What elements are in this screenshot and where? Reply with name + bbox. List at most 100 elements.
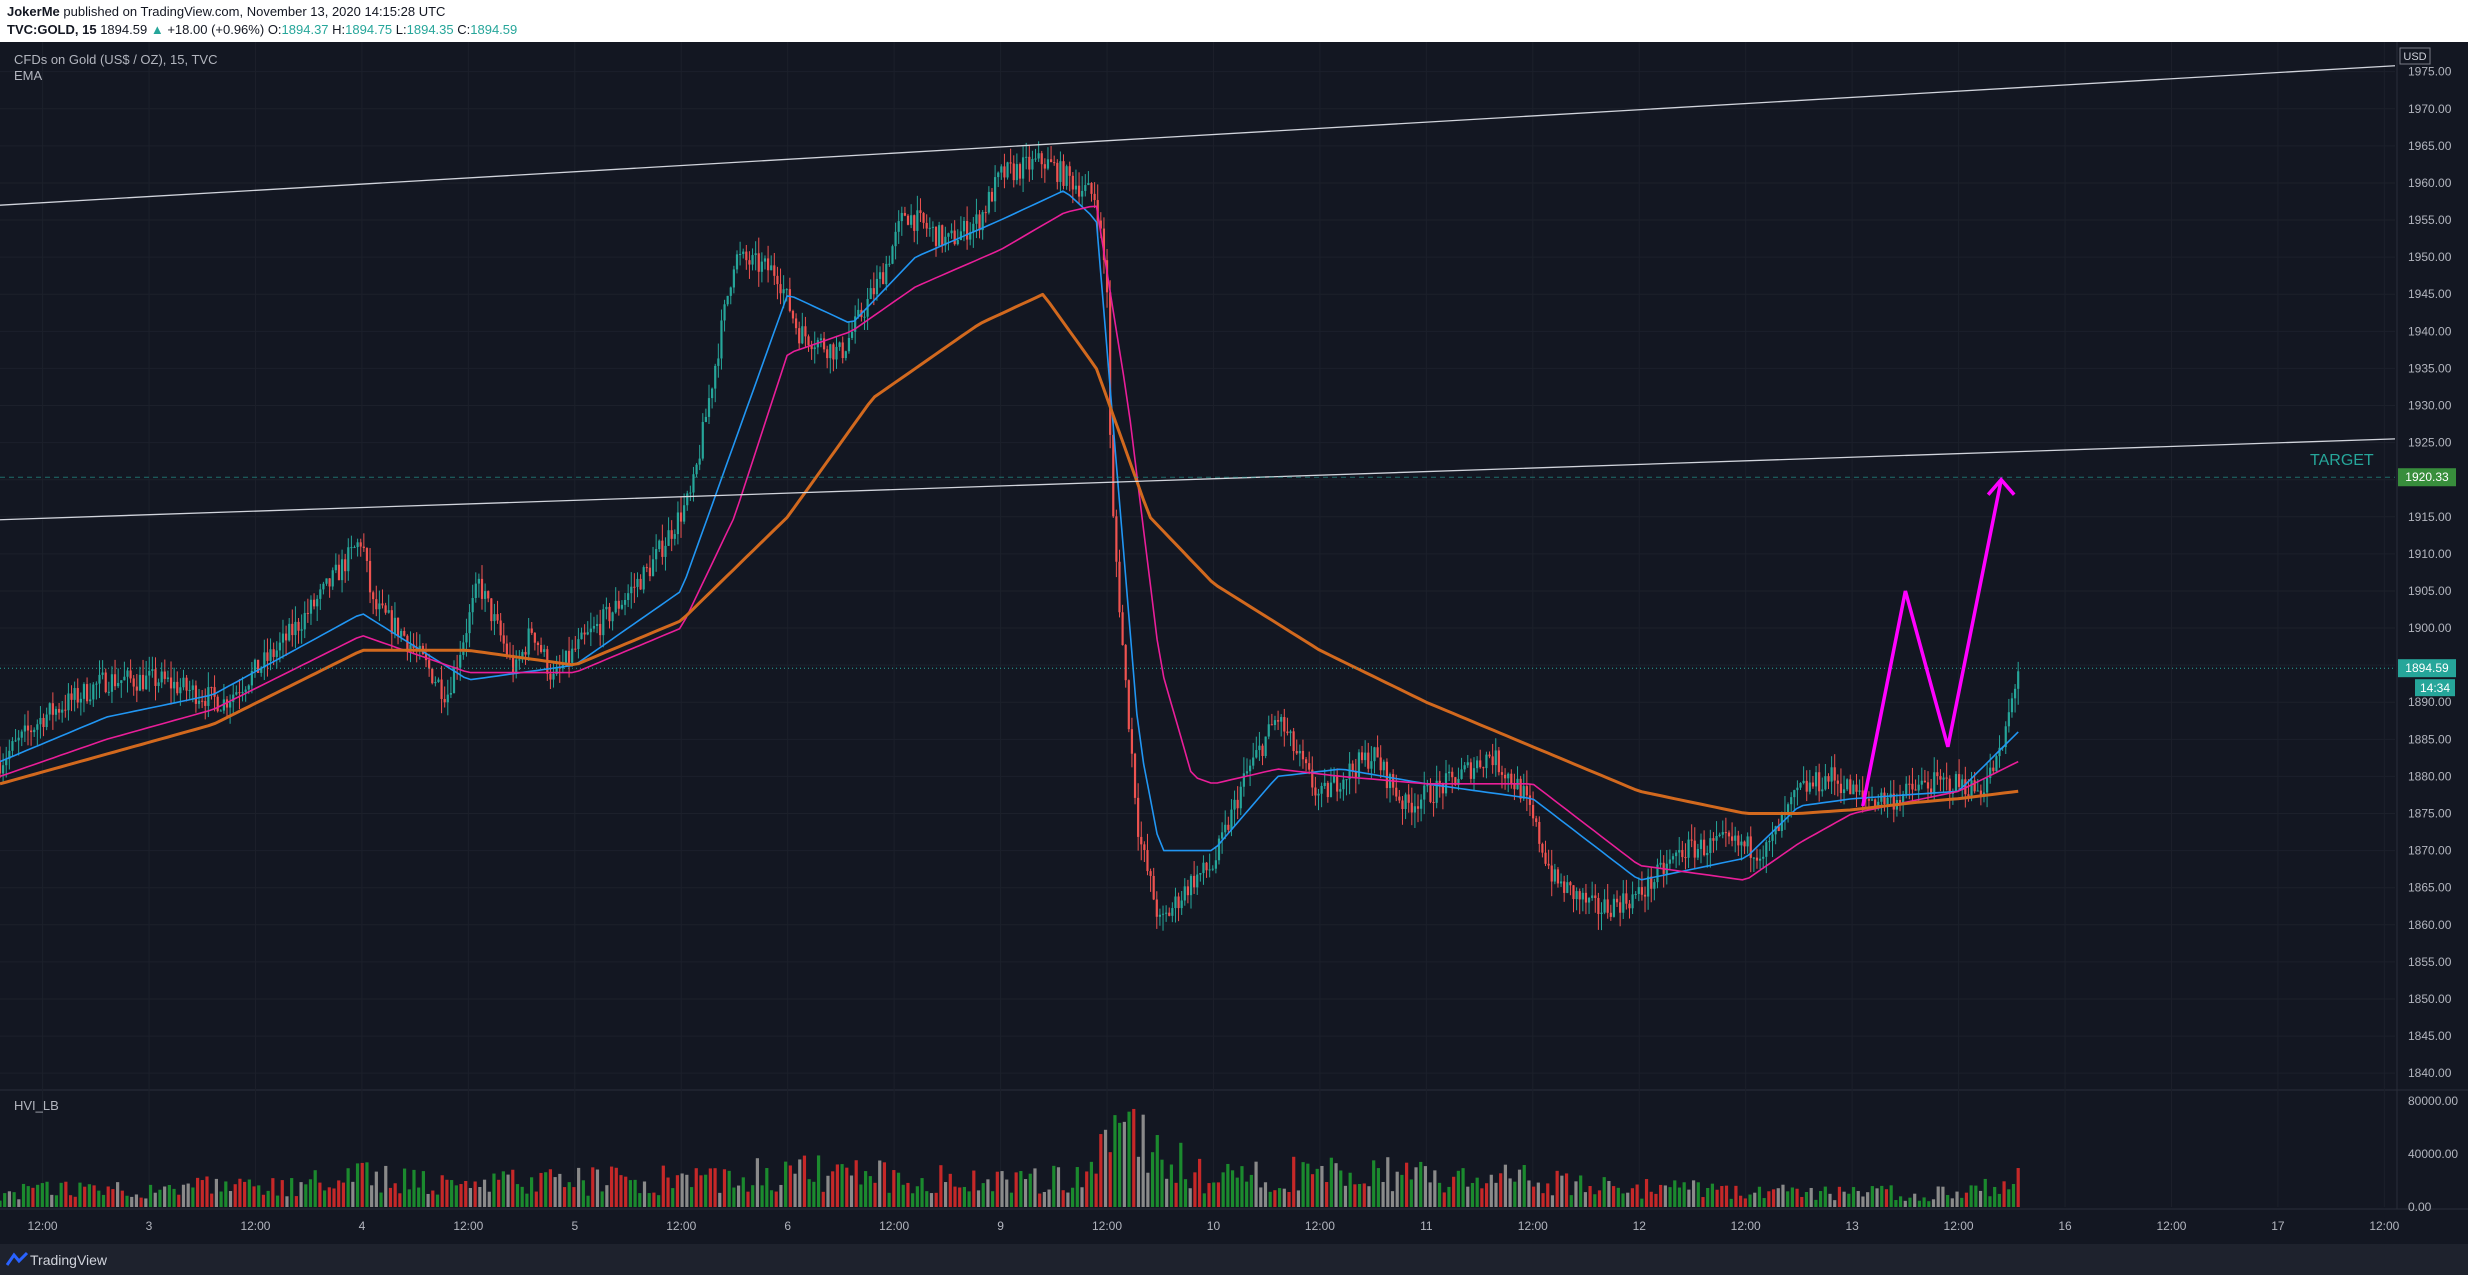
volume-bar [191,1187,195,1207]
volume-bar [892,1170,896,1207]
volume-bar [605,1185,609,1207]
volume-bar [704,1174,708,1207]
volume-bar [1894,1200,1898,1207]
candle-body [1037,153,1040,159]
volume-bar [624,1176,628,1207]
candle-body [962,220,966,232]
volume-bar [967,1191,971,1207]
volume-bar [1762,1198,1766,1207]
volume-legend[interactable]: HVI_LB [14,1098,59,1113]
candle-body [732,269,735,288]
candle-body [832,344,835,360]
candle-body [1124,645,1127,681]
price-tick-label: 1960.00 [2408,176,2452,190]
volume-bar [1574,1181,1578,1207]
candle-body [664,545,667,557]
volume-bar [59,1182,63,1207]
candle-body [1432,801,1435,803]
candle-body [555,666,558,674]
volume-bar [2011,1183,2016,1207]
candle-body [1451,771,1454,778]
volume-bar [727,1170,731,1207]
candle-body [1345,779,1348,781]
candle-body [1000,166,1003,173]
candle-body [101,672,104,675]
candle-body [1248,765,1252,772]
volume-bar [459,1184,463,1207]
candle-body [571,648,574,663]
candle-body [1280,717,1283,722]
ema-legend[interactable]: EMA [14,68,43,83]
volume-bar [1508,1178,1512,1207]
volume-bar [36,1184,40,1207]
footer-brand[interactable]: TradingView [30,1252,108,1268]
candle-body [1550,865,1553,882]
candle-body [735,254,739,270]
candle-body [717,358,720,366]
candle-body [882,272,885,285]
volume-bar [1320,1165,1324,1207]
volume-bar [873,1182,877,1207]
candle-body [1805,780,1808,792]
candle-body [1563,881,1566,893]
candle-body [897,221,900,232]
candle-body [602,609,605,636]
volume-bar [228,1191,233,1207]
candle-body [1755,857,1759,861]
candle-body [670,530,673,539]
candle-body [347,547,350,572]
candle-body [1354,770,1357,777]
volume-bar [1978,1190,1983,1207]
volume-bar [1263,1182,1268,1207]
volume-bar [1753,1192,1757,1207]
candle-body [701,421,704,459]
volume-bar [1339,1170,1343,1207]
volume-bar [1056,1167,1061,1207]
volume-bar [694,1168,698,1207]
price-tick-label: 1880.00 [2408,769,2452,783]
volume-bar [1146,1172,1150,1207]
candle-body [1538,821,1541,844]
volume-bar [671,1188,675,1207]
candle-body [443,699,446,703]
price-chart[interactable]: 1840.00 1845.00 1850.00 1855.00 1860.00 1865.… [0,42,2468,1244]
candle-body [822,338,826,350]
candle-body [1531,804,1535,819]
candle-body [543,649,546,652]
candle-body [1961,779,1964,787]
candle-body [711,388,714,399]
candle-body [1905,783,1908,795]
volume-bar [1532,1186,1536,1207]
candle-body [1115,516,1118,562]
volume-bar [562,1187,567,1207]
author-name[interactable]: JokerMe [7,4,60,19]
volume-bar [219,1191,223,1207]
volume-bar [1480,1188,1484,1207]
volume-bar [1395,1171,1399,1207]
candle-body [1749,836,1752,858]
volume-bar [407,1189,411,1207]
volume-tick-label: 80000.00 [2408,1094,2458,1108]
volume-bar [341,1182,346,1207]
time-tick-label: 5 [571,1219,578,1233]
volume-bar [40,1183,44,1207]
volume-bar [1997,1193,2001,1207]
volume-bar [374,1171,378,1207]
candle-body [1603,899,1606,913]
candle-body [1796,787,1799,791]
candle-body [791,310,795,319]
candle-body [1973,780,1976,792]
price-tick-label: 1910.00 [2408,547,2452,561]
volume-bar [699,1175,703,1207]
volume-bar [1052,1165,1056,1207]
candle-body [785,289,788,291]
candle-body [110,674,114,692]
candle-body [378,603,381,610]
candle-body [533,632,536,643]
volume-bar [1386,1157,1390,1207]
volume-bar [2002,1181,2006,1207]
volume-bar [285,1196,289,1207]
volume-bar [1122,1121,1126,1207]
candle-body [655,549,658,560]
volume-bar [1833,1200,1837,1207]
